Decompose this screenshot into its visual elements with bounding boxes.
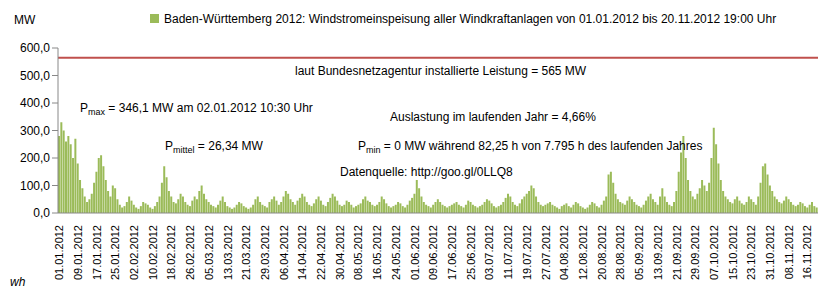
svg-text:200,0: 200,0 <box>20 151 50 165</box>
svg-text:Pmittel = 26,34 MW: Pmittel = 26,34 MW <box>165 139 264 155</box>
svg-text:09.06.2012: 09.06.2012 <box>427 225 439 280</box>
svg-text:17.01.2012: 17.01.2012 <box>91 225 103 280</box>
svg-text:08.05.2012: 08.05.2012 <box>352 225 364 280</box>
svg-text:13.03.2012: 13.03.2012 <box>222 225 234 280</box>
svg-text:0,0: 0,0 <box>33 206 50 220</box>
svg-text:16.11.2012: 16.11.2012 <box>801 225 813 279</box>
svg-text:18.02.2012: 18.02.2012 <box>165 225 177 280</box>
svg-text:500,0: 500,0 <box>20 69 50 83</box>
svg-text:31.10.2012: 31.10.2012 <box>764 225 776 280</box>
svg-text:600,0: 600,0 <box>20 41 50 55</box>
svg-text:Pmax = 346,1 MW am 02.01.2012: Pmax = 346,1 MW am 02.01.2012 10:30 Uhr <box>80 101 313 117</box>
svg-text:25.06.2012: 25.06.2012 <box>465 225 477 280</box>
svg-text:22.04.2012: 22.04.2012 <box>315 225 327 280</box>
svg-text:23.10.2012: 23.10.2012 <box>745 225 757 280</box>
svg-text:Pmin = 0 MW während 82,25 h vo: Pmin = 0 MW während 82,25 h von 7.795 h … <box>358 139 702 155</box>
svg-text:25.01.2012: 25.01.2012 <box>109 225 121 280</box>
svg-text:30.04.2012: 30.04.2012 <box>334 225 346 280</box>
svg-text:16.05.2012: 16.05.2012 <box>371 225 383 280</box>
svg-text:21.03.2012: 21.03.2012 <box>240 225 252 280</box>
svg-text:28.08.2012: 28.08.2012 <box>614 225 626 280</box>
svg-text:Datenquelle: http://goo.gl/0L: Datenquelle: http://goo.gl/0LLQ8 <box>340 165 513 179</box>
svg-text:09.01.2012: 09.01.2012 <box>72 225 84 280</box>
svg-text:03.07.2012: 03.07.2012 <box>483 225 495 280</box>
svg-text:01.01.2012: 01.01.2012 <box>53 225 65 280</box>
svg-text:20.08.2012: 20.08.2012 <box>596 225 608 280</box>
svg-text:MW: MW <box>14 13 36 27</box>
svg-text:21.09.2012: 21.09.2012 <box>671 225 683 280</box>
svg-text:10.02.2012: 10.02.2012 <box>147 225 159 280</box>
svg-text:05.03.2012: 05.03.2012 <box>203 225 215 280</box>
svg-text:12.08.2012: 12.08.2012 <box>577 225 589 280</box>
svg-text:19.07.2012: 19.07.2012 <box>521 225 533 280</box>
svg-text:15.10.2012: 15.10.2012 <box>727 225 739 280</box>
svg-text:11.07.2012: 11.07.2012 <box>502 225 514 279</box>
svg-text:04.08.2012: 04.08.2012 <box>558 225 570 280</box>
svg-text:17.06.2012: 17.06.2012 <box>446 225 458 280</box>
svg-text:Auslastung im laufenden Jahr =: Auslastung im laufenden Jahr = 4,66% <box>390 110 596 124</box>
svg-text:29.03.2012: 29.03.2012 <box>259 225 271 280</box>
svg-text:400,0: 400,0 <box>20 96 50 110</box>
svg-text:300,0: 300,0 <box>20 124 50 138</box>
svg-text:laut Bundesnetzagentur install: laut Bundesnetzagentur installierte Leis… <box>295 64 587 78</box>
svg-text:100,0: 100,0 <box>20 179 50 193</box>
svg-text:Baden-Württemberg 2012: Windst: Baden-Württemberg 2012: Windstromeinspei… <box>164 12 776 26</box>
svg-text:05.09.2012: 05.09.2012 <box>633 225 645 280</box>
svg-text:24.05.2012: 24.05.2012 <box>390 225 402 280</box>
svg-text:14.04.2012: 14.04.2012 <box>296 225 308 280</box>
svg-text:07.10.2012: 07.10.2012 <box>708 225 720 280</box>
svg-text:02.02.2012: 02.02.2012 <box>128 225 140 280</box>
svg-text:08.11.2012: 08.11.2012 <box>783 225 795 279</box>
svg-text:27.07.2012: 27.07.2012 <box>540 225 552 280</box>
svg-text:wh: wh <box>10 275 26 289</box>
svg-text:06.04.2012: 06.04.2012 <box>278 225 290 280</box>
svg-text:13.09.2012: 13.09.2012 <box>652 225 664 280</box>
svg-text:01.06.2012: 01.06.2012 <box>409 225 421 280</box>
svg-text:26.02.2012: 26.02.2012 <box>184 225 196 280</box>
svg-text:29.09.2012: 29.09.2012 <box>689 225 701 280</box>
